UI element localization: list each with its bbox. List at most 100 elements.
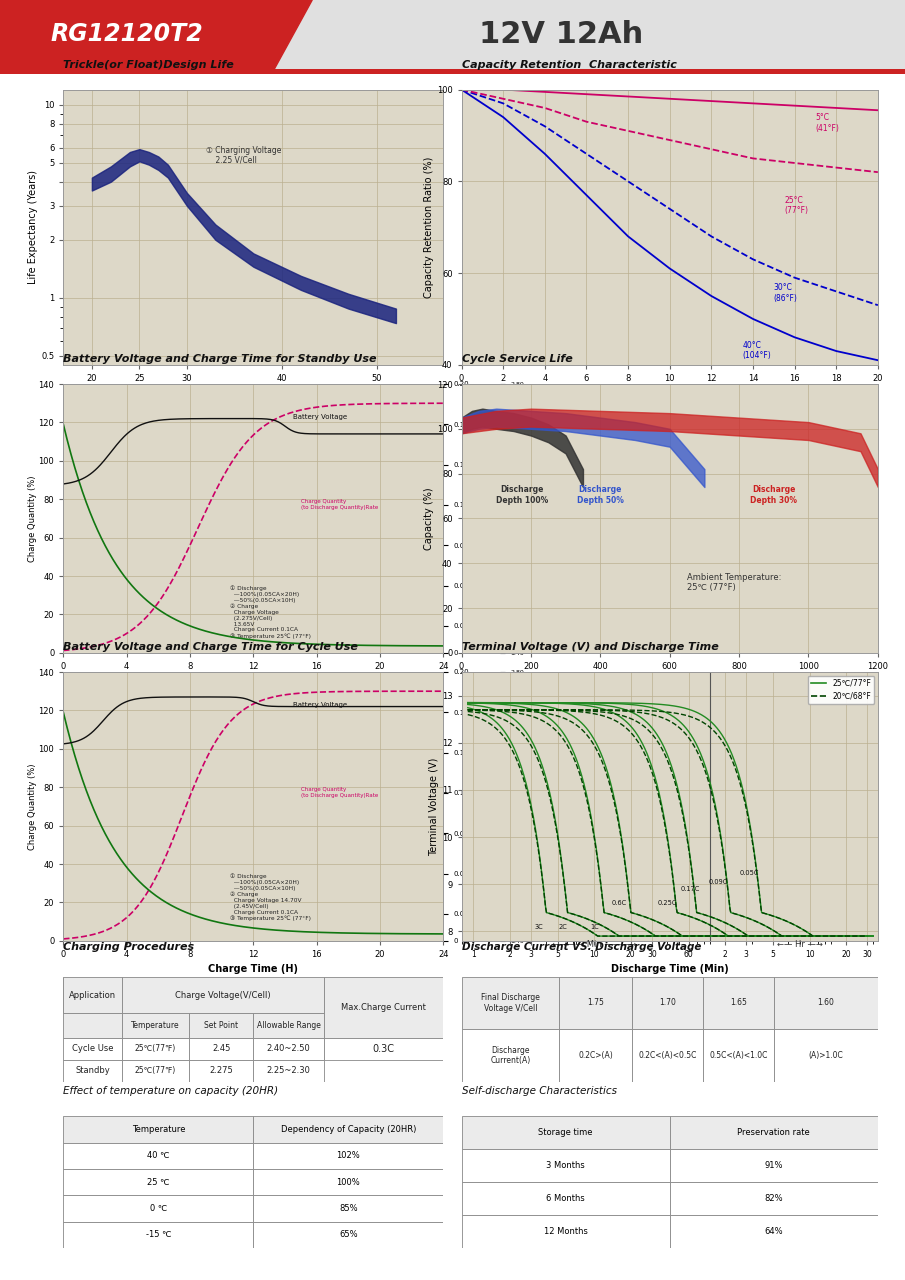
Bar: [703, 1029, 774, 1082]
Text: 0.3C: 0.3C: [373, 1043, 395, 1053]
Text: Preservation rate: Preservation rate: [738, 1128, 810, 1137]
Text: Discharge
Depth 30%: Discharge Depth 30%: [750, 485, 797, 504]
Y-axis label: Charge Current (CA): Charge Current (CA): [471, 771, 477, 842]
Text: 30°C
(86°F): 30°C (86°F): [774, 283, 797, 302]
Polygon shape: [0, 0, 312, 74]
Text: 3 Months: 3 Months: [547, 1161, 585, 1170]
Bar: [559, 1029, 633, 1082]
Text: 1.65: 1.65: [730, 998, 747, 1007]
Bar: [63, 1221, 253, 1248]
Bar: [324, 1038, 443, 1060]
Y-axis label: Terminal Voltage (V): Terminal Voltage (V): [429, 758, 439, 855]
Text: ① Charging Voltage
    2.25 V/Cell: ① Charging Voltage 2.25 V/Cell: [206, 146, 281, 165]
Text: Charge Quantity
(to Discharge Quantity)Rate: Charge Quantity (to Discharge Quantity)R…: [300, 499, 378, 509]
Bar: [324, 977, 443, 1038]
Bar: [0, 69, 905, 74]
Text: Terminal Voltage (V) and Discharge Time: Terminal Voltage (V) and Discharge Time: [462, 643, 719, 653]
Bar: [189, 1038, 253, 1060]
Text: 0.2C>(A): 0.2C>(A): [578, 1051, 614, 1060]
Text: Battery Voltage: Battery Voltage: [293, 413, 348, 420]
Text: 40 ℃: 40 ℃: [148, 1151, 169, 1160]
Text: 6 Months: 6 Months: [547, 1194, 585, 1203]
Text: Effect of temperature on capacity (20HR): Effect of temperature on capacity (20HR): [63, 1087, 279, 1097]
Text: Ambient Temperature:
25℃ (77°F): Ambient Temperature: 25℃ (77°F): [687, 572, 781, 593]
Bar: [253, 1038, 324, 1060]
Text: 25℃(77℉): 25℃(77℉): [135, 1066, 176, 1075]
Bar: [462, 1183, 670, 1215]
Text: 2.25~2.30: 2.25~2.30: [267, 1066, 310, 1075]
X-axis label: Storage Period (Month): Storage Period (Month): [605, 388, 735, 398]
Bar: [253, 1060, 324, 1082]
Bar: [122, 977, 324, 1014]
X-axis label: Discharge Time (Min): Discharge Time (Min): [611, 964, 729, 974]
Text: 25℃(77℉): 25℃(77℉): [135, 1044, 176, 1053]
Text: 65%: 65%: [339, 1230, 357, 1239]
Text: Temperature: Temperature: [131, 1125, 186, 1134]
Text: Dependency of Capacity (20HR): Dependency of Capacity (20HR): [281, 1125, 416, 1134]
Bar: [63, 1196, 253, 1221]
Text: 1.75: 1.75: [587, 998, 605, 1007]
Bar: [253, 1196, 443, 1221]
Bar: [253, 1116, 443, 1143]
Text: RG12120T2: RG12120T2: [51, 22, 203, 46]
Text: Final Discharge
Voltage V/Cell: Final Discharge Voltage V/Cell: [481, 993, 540, 1012]
Y-axis label: Charge Quantity (%): Charge Quantity (%): [28, 475, 37, 562]
Bar: [462, 977, 559, 1029]
Bar: [122, 1014, 189, 1038]
Bar: [122, 1060, 189, 1082]
X-axis label: Charge Time (H): Charge Time (H): [208, 964, 299, 974]
Text: Battery Voltage and Charge Time for Cycle Use: Battery Voltage and Charge Time for Cycl…: [63, 643, 358, 653]
Text: ←——— Min ———→: ←——— Min ———→: [552, 940, 636, 948]
Text: 2.40~2.50: 2.40~2.50: [267, 1044, 310, 1053]
Text: Battery Voltage and Charge Time for Standby Use: Battery Voltage and Charge Time for Stan…: [63, 355, 376, 365]
Text: ←— Hr —→: ←— Hr —→: [777, 940, 823, 948]
Text: 2C: 2C: [558, 924, 567, 931]
Y-axis label: Life Expectancy (Years): Life Expectancy (Years): [28, 170, 38, 284]
Text: 0.25C: 0.25C: [657, 900, 677, 906]
Y-axis label: Battery Voltage (V)/Per Cell: Battery Voltage (V)/Per Cell: [526, 476, 530, 561]
Bar: [63, 1060, 122, 1082]
Text: Discharge Current VS. Discharge Voltage: Discharge Current VS. Discharge Voltage: [462, 942, 701, 952]
Text: 25 ℃: 25 ℃: [148, 1178, 169, 1187]
Text: 0.05C: 0.05C: [739, 870, 759, 876]
Bar: [703, 977, 774, 1029]
Bar: [774, 977, 878, 1029]
Text: 1.70: 1.70: [659, 998, 676, 1007]
Bar: [462, 1029, 559, 1082]
Text: Discharge
Depth 50%: Discharge Depth 50%: [576, 485, 624, 504]
Bar: [63, 1116, 253, 1143]
Text: Capacity Retention  Characteristic: Capacity Retention Characteristic: [462, 60, 676, 70]
Bar: [670, 1149, 878, 1183]
Text: Application: Application: [70, 991, 117, 1000]
Text: 91%: 91%: [765, 1161, 783, 1170]
Bar: [462, 1149, 670, 1183]
Text: 82%: 82%: [765, 1194, 783, 1203]
Text: Discharge
Depth 100%: Discharge Depth 100%: [496, 485, 548, 504]
Text: 1C: 1C: [590, 924, 599, 931]
Text: 0.6C: 0.6C: [612, 900, 626, 906]
Bar: [633, 1029, 703, 1082]
Text: 12 Months: 12 Months: [544, 1228, 587, 1236]
Bar: [670, 1215, 878, 1248]
Text: 12V 12Ah: 12V 12Ah: [479, 19, 643, 49]
Text: 85%: 85%: [339, 1204, 357, 1213]
X-axis label: Temperature (°C): Temperature (°C): [206, 388, 300, 398]
Text: ① Discharge
  —100%(0.05CA×20H)
  —50%(0.05CA×10H)
② Charge
  Charge Voltage 14.: ① Discharge —100%(0.05CA×20H) —50%(0.05C…: [230, 873, 310, 922]
Text: 64%: 64%: [765, 1228, 783, 1236]
Text: 5°C
(41°F): 5°C (41°F): [815, 114, 839, 133]
Text: Set Point: Set Point: [204, 1021, 238, 1030]
Bar: [462, 1215, 670, 1248]
Text: 40°C
(104°F): 40°C (104°F): [742, 340, 771, 360]
Y-axis label: Charge Current (CA): Charge Current (CA): [471, 483, 477, 554]
Bar: [63, 977, 122, 1014]
X-axis label: Charge Time (H): Charge Time (H): [208, 676, 299, 686]
Bar: [122, 1038, 189, 1060]
Text: Battery Voltage: Battery Voltage: [293, 701, 348, 708]
Text: ① Discharge
  —100%(0.05CA×20H)
  —50%(0.05CA×10H)
② Charge
  Charge Voltage
  (: ① Discharge —100%(0.05CA×20H) —50%(0.05C…: [230, 585, 310, 639]
Text: Allowable Range: Allowable Range: [257, 1021, 320, 1030]
Text: Discharge
Current(A): Discharge Current(A): [491, 1046, 530, 1065]
Bar: [253, 1014, 324, 1038]
Text: Self-discharge Characteristics: Self-discharge Characteristics: [462, 1087, 616, 1097]
Text: Cycle Service Life: Cycle Service Life: [462, 355, 572, 365]
Bar: [189, 1060, 253, 1082]
